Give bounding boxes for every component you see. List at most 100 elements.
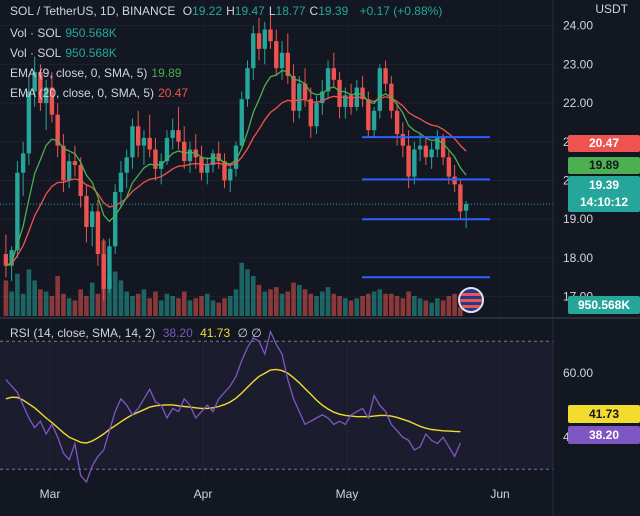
candle-body [216, 153, 221, 162]
countdown-value: 14:10:12 [579, 195, 629, 209]
ohlc-value-0: 19.22 [192, 4, 223, 18]
candle-body [61, 145, 66, 181]
candle-body [348, 95, 354, 107]
volume-bar [164, 293, 170, 316]
candle-body [20, 153, 26, 173]
indicator-label: EMA (20, close, 0, SMA, 5) [10, 86, 155, 100]
candles [3, 14, 469, 301]
volume-bar [3, 280, 9, 316]
candle-body [325, 68, 331, 92]
candle-body [383, 68, 388, 84]
candle-body [239, 99, 244, 146]
candle-body [3, 254, 9, 266]
candle-body [406, 145, 411, 177]
volume-bar [55, 276, 60, 316]
volume-bar [222, 298, 227, 316]
indicator-value: 20.47 [158, 86, 189, 100]
candle-body [130, 126, 135, 158]
volume-bar [440, 300, 446, 316]
time-tick-label: May [336, 487, 359, 501]
ohlc-value-3: 19.39 [318, 4, 349, 18]
candle-body [66, 161, 72, 181]
candle-body [435, 137, 440, 150]
rsi-sma-value: 41.73 [200, 326, 231, 340]
volume-bar [406, 291, 411, 316]
volume-bar [176, 298, 181, 316]
candle-body [463, 204, 469, 211]
price-tag-value: 19.39 [588, 178, 620, 192]
candle-body [394, 110, 400, 135]
volume-bar [193, 298, 199, 316]
volume-bar [371, 291, 377, 316]
time-axis[interactable]: Mar Apr May Jun [40, 487, 510, 501]
volume-bar [273, 287, 279, 316]
indicator-row[interactable]: EMA (9, close, 0, SMA, 5) 19.89 [10, 66, 185, 80]
volume-bar [337, 296, 342, 316]
candle-body [233, 145, 239, 169]
ema-20-line [5, 95, 467, 267]
candle-body [228, 168, 233, 181]
volume-bar [279, 293, 285, 316]
volume-bar [216, 302, 222, 316]
candle-body [84, 195, 89, 227]
volume-bar [135, 293, 141, 316]
ohlc-value-2: 18.77 [275, 4, 306, 18]
indicator-label: Vol · SOL [10, 46, 62, 60]
rsi-legend[interactable]: RSI (14, close, SMA, 14, 2) 38.20 41.73 … [10, 326, 266, 340]
candle-body [95, 211, 101, 255]
candle-body [314, 103, 319, 127]
volume-bar [204, 293, 210, 316]
price-tick-label: 18.00 [563, 251, 593, 265]
candle-body [72, 161, 78, 165]
price-tag: 19.39 14:10:12 [568, 176, 640, 212]
time-tick-label: Jun [490, 487, 509, 501]
volume-bar [314, 296, 319, 316]
candle-body [429, 149, 434, 158]
volume-bar [61, 293, 66, 316]
indicator-row[interactable]: EMA (20, close, 0, SMA, 5) 20.47 [10, 86, 192, 100]
indicator-label: EMA (9, close, 0, SMA, 5) [10, 66, 148, 80]
volume-bar [199, 296, 204, 316]
candle-body [124, 157, 129, 173]
volume-bar [15, 273, 20, 316]
volume-bar [412, 296, 417, 316]
rsi-value: 38.20 [162, 326, 193, 340]
volume-bar [245, 269, 250, 316]
volume-bar [452, 293, 457, 316]
rsi-extra: ∅ ∅ [237, 326, 262, 340]
us-flag-icon[interactable] [458, 287, 484, 313]
volume-bar [84, 296, 89, 316]
symbol-legend[interactable]: SOL / TetherUS, 1D, BINANCE O19.22 H19.47… [10, 4, 446, 18]
candle-body [26, 91, 32, 154]
candle-body [55, 114, 60, 146]
volume-bar [49, 296, 55, 316]
volume-bar [158, 300, 164, 316]
volume-bar [429, 302, 434, 316]
volume-bar [400, 298, 406, 316]
volume-bar [72, 300, 78, 316]
indicator-row[interactable]: Vol · SOL 950.568K [10, 26, 121, 40]
change-value: +0.17 (+0.88%) [359, 4, 443, 18]
rsi-sma-tag: 41.73 [568, 405, 640, 423]
candle-body [417, 145, 423, 150]
candle-body [262, 29, 267, 49]
candle-body [136, 126, 141, 146]
volume-bar [181, 291, 187, 316]
indicator-row[interactable]: Vol · SOL 950.568K [10, 46, 121, 60]
volume-bar [250, 276, 256, 316]
horizontal-lines[interactable] [362, 136, 490, 279]
rsi-band [0, 341, 553, 470]
volume-bar [383, 293, 388, 316]
candle-body [337, 79, 342, 107]
volume-bar [118, 280, 124, 316]
candle-body [412, 149, 417, 177]
rsi-sma-line [5, 368, 461, 444]
volume-bar [9, 291, 14, 316]
candle-body [112, 192, 118, 247]
volume-bar [319, 291, 325, 316]
volume-bar [325, 287, 331, 316]
candle-body [187, 149, 193, 162]
volume-bar [458, 307, 463, 316]
volume-bar [38, 289, 43, 316]
